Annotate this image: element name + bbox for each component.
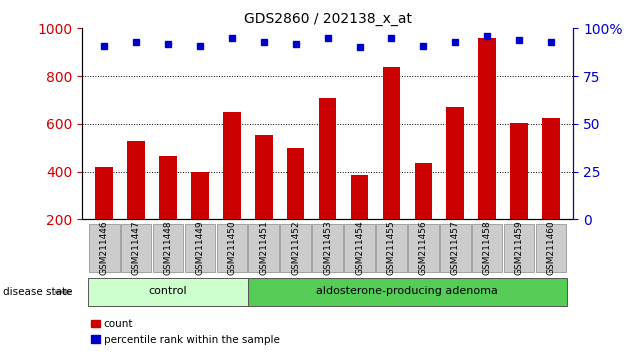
Bar: [159, 156, 177, 219]
Text: GSM211451: GSM211451: [260, 221, 268, 275]
Bar: [478, 38, 496, 219]
FancyBboxPatch shape: [248, 278, 567, 306]
Text: GSM211458: GSM211458: [483, 221, 491, 275]
Legend: count, percentile rank within the sample: count, percentile rank within the sample: [87, 315, 284, 349]
Text: GSM211455: GSM211455: [387, 221, 396, 275]
FancyBboxPatch shape: [89, 224, 120, 272]
Bar: [255, 135, 273, 219]
Text: GSM211448: GSM211448: [164, 221, 173, 275]
Bar: [96, 167, 113, 219]
Text: GSM211446: GSM211446: [100, 221, 109, 275]
FancyBboxPatch shape: [280, 224, 311, 272]
FancyBboxPatch shape: [344, 224, 375, 272]
FancyBboxPatch shape: [88, 278, 248, 306]
Text: GSM211449: GSM211449: [195, 221, 205, 275]
FancyBboxPatch shape: [504, 224, 534, 272]
FancyBboxPatch shape: [152, 224, 183, 272]
Bar: [287, 148, 304, 219]
Bar: [223, 112, 241, 219]
FancyBboxPatch shape: [312, 224, 343, 272]
FancyBboxPatch shape: [121, 224, 151, 272]
Text: disease state: disease state: [3, 287, 72, 297]
Text: GSM211460: GSM211460: [546, 221, 556, 275]
Bar: [319, 98, 336, 219]
Text: GSM211457: GSM211457: [450, 221, 460, 275]
FancyBboxPatch shape: [248, 224, 279, 272]
FancyBboxPatch shape: [217, 224, 247, 272]
Text: GSM211459: GSM211459: [515, 221, 524, 275]
FancyBboxPatch shape: [440, 224, 471, 272]
Text: GSM211452: GSM211452: [291, 221, 300, 275]
FancyBboxPatch shape: [185, 224, 215, 272]
Text: GSM211453: GSM211453: [323, 221, 332, 275]
Text: GSM211456: GSM211456: [419, 221, 428, 275]
Text: control: control: [149, 286, 187, 296]
Bar: [510, 123, 528, 219]
Title: GDS2860 / 202138_x_at: GDS2860 / 202138_x_at: [244, 12, 411, 26]
FancyBboxPatch shape: [376, 224, 407, 272]
Bar: [447, 107, 464, 219]
Bar: [415, 163, 432, 219]
Bar: [542, 118, 559, 219]
Text: GSM211450: GSM211450: [227, 221, 236, 275]
Text: GSM211447: GSM211447: [132, 221, 140, 275]
Bar: [351, 175, 369, 219]
Text: aldosterone-producing adenoma: aldosterone-producing adenoma: [316, 286, 498, 296]
Text: GSM211454: GSM211454: [355, 221, 364, 275]
FancyBboxPatch shape: [472, 224, 503, 272]
Bar: [127, 141, 145, 219]
FancyBboxPatch shape: [536, 224, 566, 272]
Bar: [191, 172, 209, 219]
Bar: [382, 67, 400, 219]
FancyBboxPatch shape: [408, 224, 438, 272]
